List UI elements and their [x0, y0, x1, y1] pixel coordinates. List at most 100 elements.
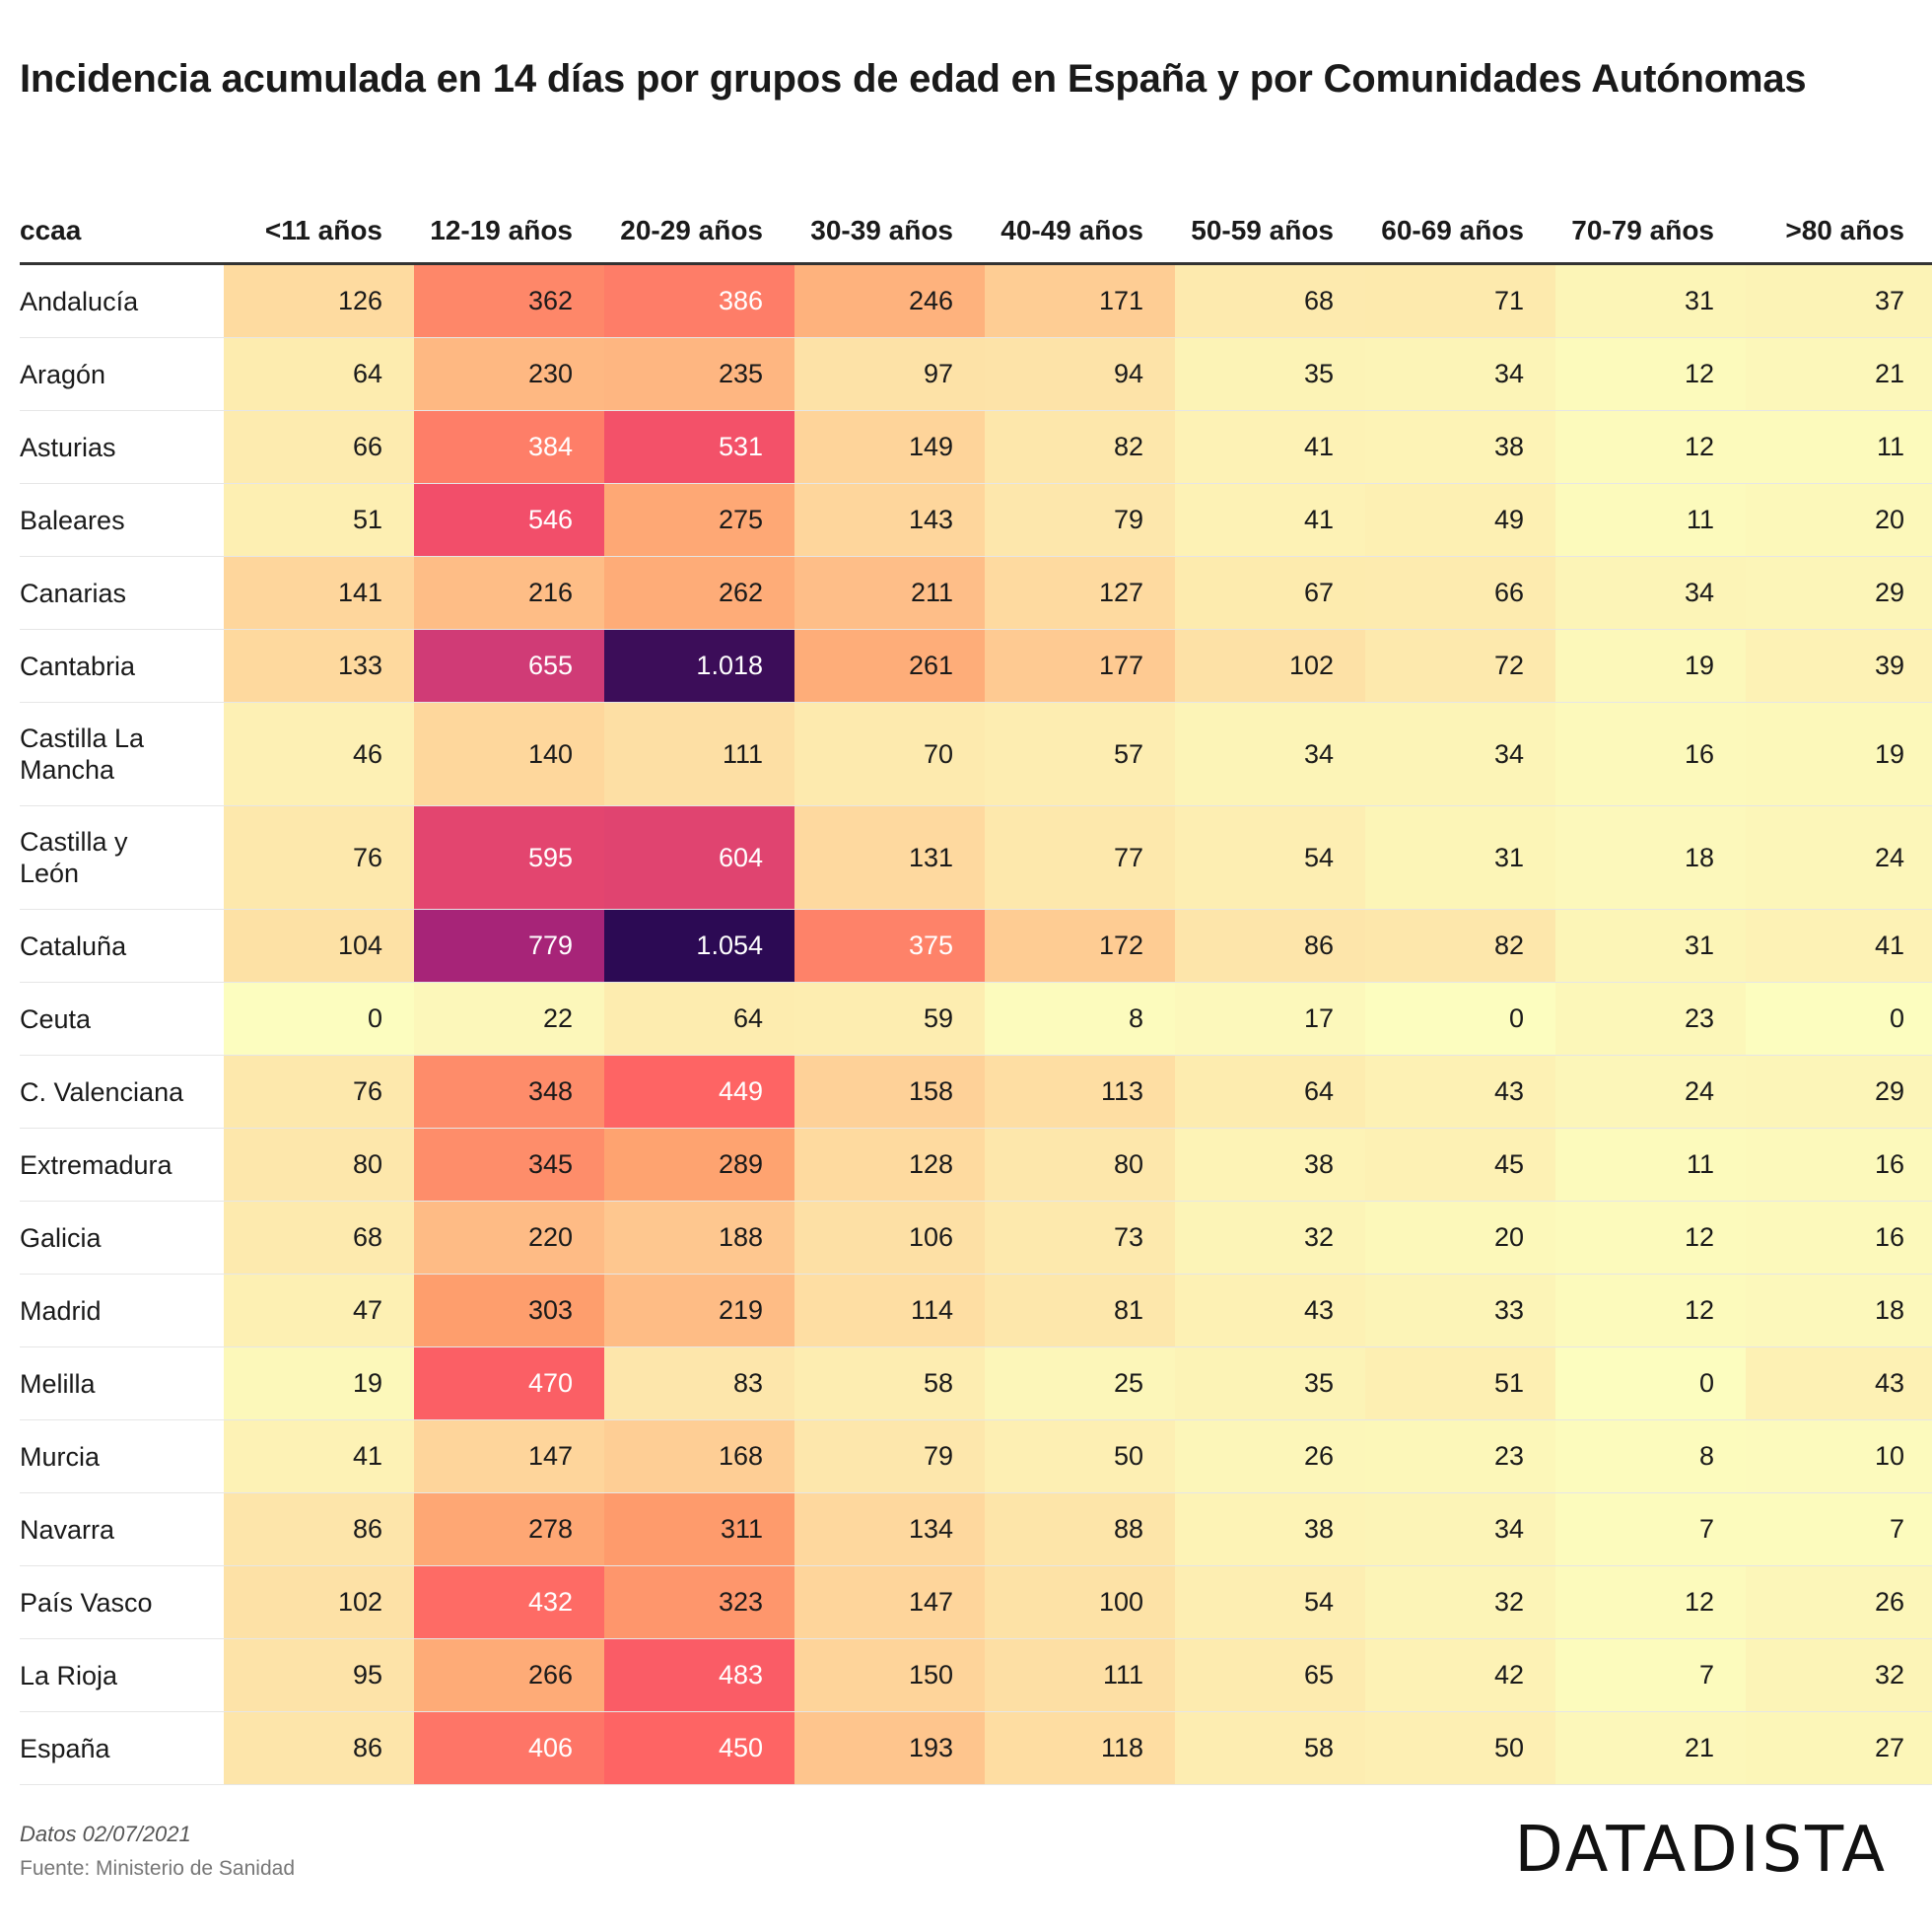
heatmap-cell: 1.054 — [604, 909, 794, 983]
heatmap-cell: 16 — [1746, 1128, 1932, 1202]
row-label: Cataluña — [20, 909, 224, 983]
heatmap-cell: 128 — [794, 1128, 985, 1202]
heatmap-cell: 57 — [985, 702, 1175, 806]
heatmap-cell: 149 — [794, 410, 985, 484]
heatmap-cell: 216 — [414, 556, 604, 630]
heatmap-cell: 168 — [604, 1419, 794, 1493]
heatmap-cell: 211 — [794, 556, 985, 630]
column-header[interactable]: >80 años — [1746, 156, 1932, 265]
column-header[interactable]: <11 años — [224, 156, 414, 265]
table-row: Madrid 47 303 219 114 81 43 33 12 18 — [20, 1274, 1932, 1347]
data-source: Fuente: Ministerio de Sanidad — [20, 1857, 295, 1880]
header-row: ccaa <11 años 12-19 años 20-29 años 30-39 a… — [20, 156, 1932, 265]
row-label: La Rioja — [20, 1638, 224, 1712]
heatmap-cell: 37 — [1746, 263, 1932, 338]
heatmap-cell: 34 — [1365, 1492, 1555, 1566]
row-label: Galicia — [20, 1201, 224, 1275]
heatmap-cell: 126 — [224, 263, 414, 338]
column-header[interactable]: 60-69 años — [1365, 156, 1555, 265]
row-label: Ceuta — [20, 982, 224, 1056]
column-header[interactable]: 70-79 años — [1555, 156, 1746, 265]
heatmap-cell: 43 — [1175, 1274, 1365, 1347]
heatmap-cell: 158 — [794, 1055, 985, 1129]
heatmap-cell: 80 — [224, 1128, 414, 1202]
heatmap-cell: 79 — [985, 483, 1175, 557]
heatmap-cell: 7 — [1555, 1638, 1746, 1712]
heatmap-cell: 22 — [414, 982, 604, 1056]
heatmap-cell: 77 — [985, 805, 1175, 910]
table-row: Baleares 51 546 275 143 79 41 49 11 20 — [20, 483, 1932, 557]
heatmap-cell: 47 — [224, 1274, 414, 1347]
heatmap-cell: 82 — [985, 410, 1175, 484]
heatmap-cell: 595 — [414, 805, 604, 910]
column-header[interactable]: 40-49 años — [985, 156, 1175, 265]
heatmap-cell: 323 — [604, 1565, 794, 1639]
heatmap-cell: 50 — [985, 1419, 1175, 1493]
heatmap-cell: 531 — [604, 410, 794, 484]
heatmap-cell: 150 — [794, 1638, 985, 1712]
heatmap-cell: 266 — [414, 1638, 604, 1712]
heatmap-cell: 11 — [1746, 410, 1932, 484]
heatmap-cell: 66 — [224, 410, 414, 484]
table-row: Aragón 64 230 235 97 94 35 34 12 21 — [20, 337, 1932, 411]
heatmap-cell: 42 — [1365, 1638, 1555, 1712]
heatmap-cell: 31 — [1365, 805, 1555, 910]
table-row: Asturias 66 384 531 149 82 41 38 12 11 — [20, 410, 1932, 484]
column-header[interactable]: 50-59 años — [1175, 156, 1365, 265]
table-row: Murcia 41 147 168 79 50 26 23 8 10 — [20, 1419, 1932, 1493]
heatmap-cell: 58 — [794, 1346, 985, 1420]
heatmap-cell: 449 — [604, 1055, 794, 1129]
heatmap-cell: 86 — [224, 1492, 414, 1566]
heatmap-cell: 45 — [1365, 1128, 1555, 1202]
table-row: Navarra 86 278 311 134 88 38 34 7 7 — [20, 1492, 1932, 1566]
heatmap-cell: 49 — [1365, 483, 1555, 557]
heatmap-cell: 38 — [1175, 1492, 1365, 1566]
heatmap-cell: 27 — [1746, 1711, 1932, 1785]
heatmap-cell: 779 — [414, 909, 604, 983]
heatmap-cell: 67 — [1175, 556, 1365, 630]
chart-title: Incidencia acumulada en 14 días por grup… — [20, 57, 1807, 101]
heatmap-cell: 70 — [794, 702, 985, 806]
heatmap-cell: 80 — [985, 1128, 1175, 1202]
heatmap-cell: 104 — [224, 909, 414, 983]
data-date: Datos 02/07/2021 — [20, 1822, 191, 1846]
column-header[interactable]: 30-39 años — [794, 156, 985, 265]
heatmap-cell: 34 — [1175, 702, 1365, 806]
heatmap-cell: 12 — [1555, 337, 1746, 411]
heatmap-cell: 19 — [1555, 629, 1746, 703]
heatmap-cell: 24 — [1555, 1055, 1746, 1129]
heatmap-cell: 141 — [224, 556, 414, 630]
heatmap-cell: 143 — [794, 483, 985, 557]
row-label: País Vasco — [20, 1565, 224, 1639]
heatmap-cell: 23 — [1365, 1419, 1555, 1493]
heatmap-cell: 106 — [794, 1201, 985, 1275]
heatmap-cell: 64 — [604, 982, 794, 1056]
heatmap-cell: 19 — [1746, 702, 1932, 806]
heatmap-cell: 66 — [1365, 556, 1555, 630]
heatmap-cell: 172 — [985, 909, 1175, 983]
heatmap-cell: 31 — [1555, 263, 1746, 338]
table-row: Galicia 68 220 188 106 73 32 20 12 16 — [20, 1201, 1932, 1275]
heatmap-cell: 127 — [985, 556, 1175, 630]
heatmap-cell: 134 — [794, 1492, 985, 1566]
heatmap-cell: 7 — [1555, 1492, 1746, 1566]
heatmap-cell: 51 — [1365, 1346, 1555, 1420]
heatmap-cell: 171 — [985, 263, 1175, 338]
column-header[interactable]: 20-29 años — [604, 156, 794, 265]
heatmap-cell: 311 — [604, 1492, 794, 1566]
heatmap-cell: 71 — [1365, 263, 1555, 338]
heatmap-cell: 26 — [1175, 1419, 1365, 1493]
heatmap-cell: 46 — [224, 702, 414, 806]
heatmap-cell: 375 — [794, 909, 985, 983]
column-header[interactable]: 12-19 años — [414, 156, 604, 265]
heatmap-cell: 111 — [985, 1638, 1175, 1712]
heatmap-cell: 16 — [1555, 702, 1746, 806]
heatmap-cell: 11 — [1555, 483, 1746, 557]
heatmap-cell: 86 — [1175, 909, 1365, 983]
column-header-ccaa[interactable]: ccaa — [20, 156, 224, 265]
row-label: Aragón — [20, 337, 224, 411]
heatmap-cell: 220 — [414, 1201, 604, 1275]
heatmap-cell: 73 — [985, 1201, 1175, 1275]
heatmap-cell: 133 — [224, 629, 414, 703]
heatmap-cell: 140 — [414, 702, 604, 806]
